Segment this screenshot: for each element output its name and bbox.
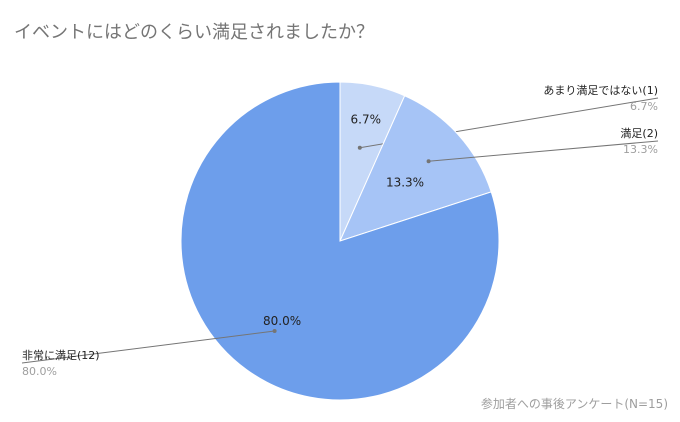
slice-percent-label: 6.7% (351, 113, 382, 127)
pie-slice (180, 81, 500, 401)
leader-dot (357, 145, 362, 150)
leader-line (21, 330, 275, 364)
leader-dot (272, 329, 277, 333)
slice-label: 満足(2) (620, 127, 658, 140)
leader-dot (426, 159, 431, 164)
slice-percent-outside: 6.7% (630, 100, 658, 113)
chart-caption: 参加者への事後アンケート(N=15) (480, 397, 668, 411)
slice-percent-outside: 80.0% (22, 365, 57, 378)
slice-label: あまり満足ではない(1) (543, 84, 658, 97)
slice-percent-outside: 13.3% (623, 143, 658, 156)
pie-slice (339, 95, 492, 242)
leader-line (428, 140, 659, 162)
slice-percent-label: 13.3% (386, 176, 424, 190)
slice-label: 非常に満足(12) (22, 349, 100, 362)
slice-percent-label: 80.0% (263, 314, 301, 328)
chart-title: イベントにはどのくらい満足されましたか？ (14, 22, 374, 43)
